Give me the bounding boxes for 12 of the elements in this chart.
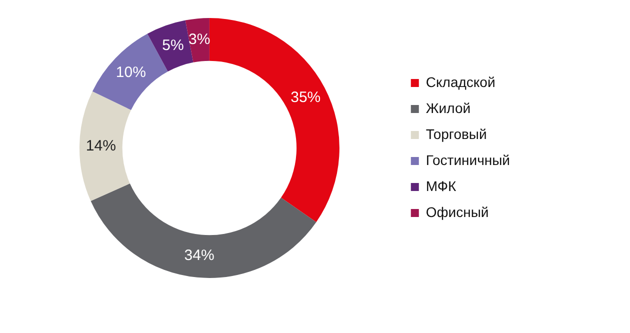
legend-label: Гостиничный	[426, 152, 510, 168]
data-label: 3%	[188, 31, 210, 48]
legend-label: Жилой	[426, 100, 471, 116]
data-label: 34%	[184, 247, 214, 264]
legend-label: Складской	[426, 74, 496, 90]
data-label: 35%	[290, 88, 321, 106]
legend-label: Торговый	[426, 126, 487, 142]
data-label: 10%	[116, 64, 146, 82]
data-label: 5%	[162, 36, 184, 54]
data-label: 14%	[86, 137, 116, 154]
legend-label: Офисный	[426, 204, 489, 220]
legend-label: МФК	[426, 178, 458, 194]
